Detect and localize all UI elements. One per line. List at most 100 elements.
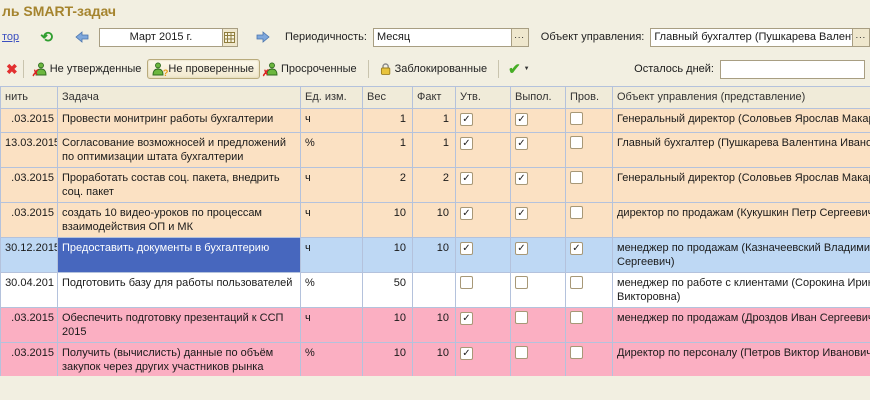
done-cell[interactable]: ✓ bbox=[510, 202, 566, 238]
checkbox-unchecked[interactable] bbox=[570, 136, 583, 149]
fact-cell[interactable]: 10 bbox=[412, 202, 456, 238]
task-cell[interactable]: Подготовить базу для работы пользователе… bbox=[57, 272, 301, 308]
fact-cell[interactable]: 1 bbox=[412, 132, 456, 168]
object-cell[interactable]: Директор по персоналу (Петров Виктор Ива… bbox=[612, 342, 870, 376]
column-header-approved[interactable]: Утв. bbox=[455, 86, 511, 109]
task-cell[interactable]: Согласование возможносей и предложений п… bbox=[57, 132, 301, 168]
filter-button-overdue[interactable]: ✗ Просроченные bbox=[260, 59, 363, 79]
done-cell[interactable]: ✓ bbox=[510, 167, 566, 203]
checkbox-checked[interactable]: ✓ bbox=[460, 242, 473, 255]
object-cell[interactable]: Генеральный директор (Соловьев Ярослав М… bbox=[612, 108, 870, 133]
approved-cell[interactable]: ✓ bbox=[455, 237, 511, 273]
task-row[interactable]: 30.04.201 Подготовить базу для работы пол… bbox=[0, 272, 870, 308]
task-row[interactable]: 13.03.2015 Согласование возможносей и пре… bbox=[0, 132, 870, 168]
weight-cell[interactable]: 1 bbox=[362, 108, 413, 133]
column-header-done[interactable]: Выпол. bbox=[510, 86, 566, 109]
clear-filter-icon[interactable]: ✖ bbox=[6, 60, 18, 77]
done-cell[interactable] bbox=[510, 342, 566, 376]
task-cell[interactable]: Обеспечить подготовку презентаций к ССП … bbox=[57, 307, 301, 343]
checkbox-unchecked[interactable] bbox=[570, 276, 583, 289]
done-cell[interactable]: ✓ bbox=[510, 132, 566, 168]
column-header-task[interactable]: Задача bbox=[57, 86, 301, 109]
object-cell[interactable]: менеджер по работе с клиентами (Сорокина… bbox=[612, 272, 870, 308]
checkbox-unchecked[interactable] bbox=[515, 311, 528, 324]
fact-cell[interactable] bbox=[412, 272, 456, 308]
unit-cell[interactable]: ч bbox=[300, 108, 363, 133]
unit-cell[interactable]: % bbox=[300, 272, 363, 308]
checkbox-checked[interactable]: ✓ bbox=[515, 113, 528, 126]
checked-cell[interactable] bbox=[565, 108, 613, 133]
checked-cell[interactable] bbox=[565, 132, 613, 168]
object-cell[interactable]: директор по продажам (Кукушкин Петр Серг… bbox=[612, 202, 870, 238]
fact-cell[interactable]: 10 bbox=[412, 237, 456, 273]
unit-cell[interactable]: ч bbox=[300, 307, 363, 343]
checkbox-checked[interactable]: ✓ bbox=[515, 242, 528, 255]
weight-cell[interactable]: 50 bbox=[362, 272, 413, 308]
approved-cell[interactable]: ✓ bbox=[455, 307, 511, 343]
approved-cell[interactable]: ✓ bbox=[455, 342, 511, 376]
approved-cell[interactable] bbox=[455, 272, 511, 308]
days-left-input[interactable] bbox=[720, 59, 865, 79]
done-cell[interactable]: ✓ bbox=[510, 237, 566, 273]
task-cell[interactable]: Провести монитринг работы бухгалтерии bbox=[57, 108, 301, 133]
checked-cell[interactable] bbox=[565, 202, 613, 238]
fact-cell[interactable]: 10 bbox=[412, 307, 456, 343]
object-cell[interactable]: менеджер по продажам (Казначеевский Влад… bbox=[612, 237, 870, 273]
task-row[interactable]: .03.2015 Получить (вычислисть) данные по … bbox=[0, 342, 870, 376]
unit-cell[interactable]: % bbox=[300, 342, 363, 376]
task-cell[interactable]: Предоставить документы в бухгалтерию bbox=[57, 237, 301, 273]
finish-date-cell[interactable]: 30.12.2015 bbox=[0, 237, 58, 273]
done-cell[interactable] bbox=[510, 272, 566, 308]
weight-cell[interactable]: 10 bbox=[362, 342, 413, 376]
checkbox-checked[interactable]: ✓ bbox=[460, 312, 473, 325]
checkbox-checked[interactable]: ✓ bbox=[460, 347, 473, 360]
unit-cell[interactable]: ч bbox=[300, 167, 363, 203]
checkbox-unchecked[interactable] bbox=[570, 206, 583, 219]
fact-cell[interactable]: 10 bbox=[412, 342, 456, 376]
checkbox-checked[interactable]: ✓ bbox=[515, 207, 528, 220]
checked-cell[interactable] bbox=[565, 167, 613, 203]
task-row[interactable]: .03.2015 создать 10 видео-уроков по проце… bbox=[0, 202, 870, 238]
object-cell[interactable]: Генеральный директор (Соловьев Ярослав М… bbox=[612, 167, 870, 203]
refresh-icon[interactable]: ⟲ bbox=[40, 29, 53, 46]
filter-button-not-checked[interactable]: ? Не проверенные bbox=[147, 59, 260, 79]
fact-cell[interactable]: 2 bbox=[412, 167, 456, 203]
checkbox-checked[interactable]: ✓ bbox=[515, 172, 528, 185]
checkbox-unchecked[interactable] bbox=[570, 346, 583, 359]
checkbox-unchecked[interactable] bbox=[570, 171, 583, 184]
previous-period-icon[interactable] bbox=[72, 27, 91, 47]
filter-button-blocked[interactable]: Заблокированные bbox=[374, 59, 493, 79]
task-row[interactable]: .03.2015 Провести монитринг работы бухгал… bbox=[0, 108, 870, 133]
done-cell[interactable] bbox=[510, 307, 566, 343]
task-row[interactable]: 30.12.2015 Предоставить документы в бухга… bbox=[0, 237, 870, 273]
checkbox-unchecked[interactable] bbox=[460, 276, 473, 289]
weight-cell[interactable]: 2 bbox=[362, 167, 413, 203]
column-header-fact[interactable]: Факт bbox=[412, 86, 456, 109]
mark-checked-dropdown[interactable]: ✔ ▼ bbox=[508, 60, 530, 78]
weight-cell[interactable]: 1 bbox=[362, 132, 413, 168]
column-header-unit[interactable]: Ед. изм. bbox=[300, 86, 363, 109]
weight-cell[interactable]: 10 bbox=[362, 202, 413, 238]
calendar-icon[interactable] bbox=[221, 27, 238, 47]
object-select-button[interactable]: ... bbox=[852, 27, 870, 47]
periodicity-select-button[interactable]: ... bbox=[511, 27, 529, 47]
checkbox-checked[interactable]: ✓ bbox=[460, 137, 473, 150]
checkbox-checked[interactable]: ✓ bbox=[460, 207, 473, 220]
approved-cell[interactable]: ✓ bbox=[455, 108, 511, 133]
checkbox-unchecked[interactable] bbox=[570, 112, 583, 125]
finish-date-cell[interactable]: .03.2015 bbox=[0, 108, 58, 133]
finish-date-cell[interactable]: 13.03.2015 bbox=[0, 132, 58, 168]
checkbox-checked[interactable]: ✓ bbox=[570, 242, 583, 255]
task-cell[interactable]: создать 10 видео-уроков по процессам вза… bbox=[57, 202, 301, 238]
done-cell[interactable]: ✓ bbox=[510, 108, 566, 133]
checked-cell[interactable] bbox=[565, 342, 613, 376]
finish-date-cell[interactable]: .03.2015 bbox=[0, 342, 58, 376]
object-cell[interactable]: Главный бухгалтер (Пушкарева Валентина И… bbox=[612, 132, 870, 168]
task-cell[interactable]: Проработать состав соц. пакета, внедрить… bbox=[57, 167, 301, 203]
column-header-object[interactable]: Объект управления (представление) bbox=[612, 86, 870, 109]
checkbox-checked[interactable]: ✓ bbox=[460, 113, 473, 126]
nav-link[interactable]: тор bbox=[2, 31, 20, 43]
checked-cell[interactable] bbox=[565, 307, 613, 343]
approved-cell[interactable]: ✓ bbox=[455, 167, 511, 203]
task-cell[interactable]: Получить (вычислисть) данные по объём за… bbox=[57, 342, 301, 376]
